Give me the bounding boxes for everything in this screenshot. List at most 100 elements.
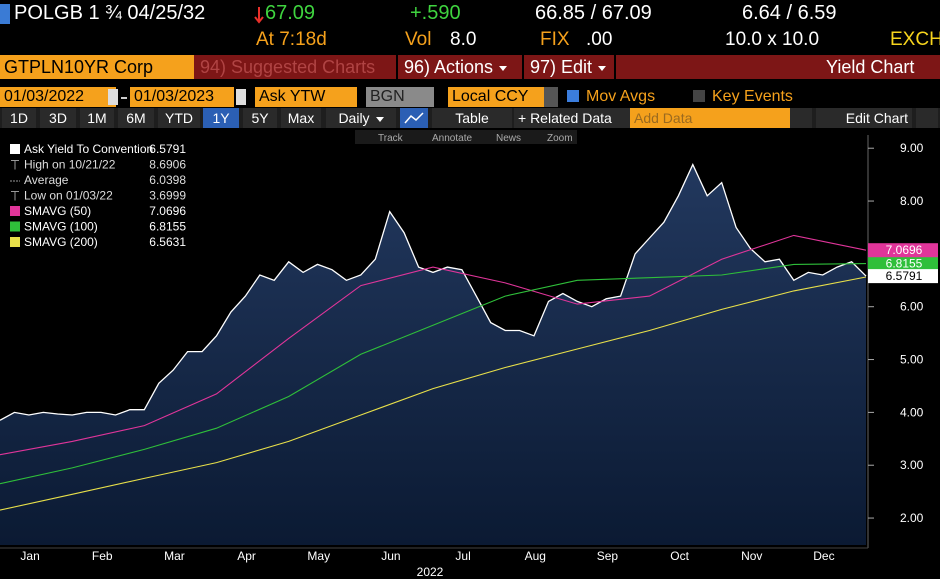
- yield-area: [0, 164, 866, 545]
- chart: Track Annotate News Zoom 2.00 3.00 4.00 5.00 6.0…: [0, 130, 938, 579]
- view-title: Yield Chart: [826, 57, 915, 77]
- period-button[interactable]: 5Y: [243, 108, 277, 128]
- x-tick-label: Nov: [741, 549, 762, 563]
- separator: [522, 55, 524, 79]
- exchange: EXCH: [890, 29, 940, 50]
- add-data[interactable]: Add Data: [630, 108, 790, 128]
- currency[interactable]: Local CCY: [448, 87, 544, 107]
- edit-chart[interactable]: Edit Chart: [816, 108, 912, 128]
- related-data[interactable]: + Related Data: [514, 108, 630, 128]
- size: 10.0 x 10.0: [725, 29, 820, 50]
- legend-label: SMAVG (200): [24, 235, 98, 249]
- x-tick-label: Oct: [670, 549, 689, 563]
- checkbox[interactable]: [693, 90, 705, 102]
- separator: [396, 55, 398, 79]
- last-value-label: 7.0696: [886, 243, 923, 257]
- price: 67.09: [265, 2, 316, 24]
- settings-button[interactable]: [916, 108, 938, 128]
- legend-icon: [11, 160, 19, 170]
- time: At 7:18d: [256, 29, 327, 50]
- series-line: [0, 234, 867, 456]
- period-button[interactable]: 1M: [80, 108, 114, 128]
- last-value-tag: [868, 243, 938, 258]
- yields: 6.64 / 6.59: [742, 2, 837, 24]
- ticker[interactable]: GTPLN10YR Corp: [0, 55, 194, 79]
- legend-label: Low on 01/03/22: [24, 189, 113, 203]
- calendar-icon[interactable]: [236, 89, 246, 105]
- separator: [614, 55, 616, 79]
- last-value-label: 6.8155: [886, 257, 923, 271]
- x-tick-label: Feb: [92, 549, 113, 563]
- last-value-tag: [868, 256, 938, 271]
- legend-value: 6.5631: [149, 235, 186, 249]
- legend-label: Average: [24, 173, 69, 187]
- x-tick-label: Sep: [597, 549, 619, 563]
- vol-label: Vol: [405, 29, 432, 50]
- end-date[interactable]: 01/03/2023: [130, 87, 234, 107]
- key-events[interactable]: Key Events: [712, 88, 793, 105]
- suggested-charts[interactable]: 94) Suggested Charts: [200, 57, 376, 77]
- last-value-tag: [868, 269, 938, 284]
- y-tick-label: 8.00: [900, 194, 924, 208]
- fix: .00: [586, 29, 613, 50]
- legend-label: High on 10/21/22: [24, 158, 116, 172]
- mov-avgs[interactable]: Mov Avgs: [586, 88, 656, 105]
- x-tick-label: Apr: [237, 549, 256, 563]
- legend-swatch: [10, 144, 20, 154]
- field[interactable]: Ask YTW: [255, 87, 357, 107]
- legend-box: [6, 138, 190, 254]
- y-tick-label: 6.00: [900, 300, 924, 314]
- legend-value: 6.8155: [149, 220, 186, 234]
- legend-swatch: [10, 237, 20, 247]
- period-button[interactable]: 1Y: [203, 108, 239, 128]
- start-date[interactable]: 01/03/2022: [0, 87, 116, 107]
- period-button[interactable]: 1D: [2, 108, 36, 128]
- table-button[interactable]: Table: [432, 108, 512, 128]
- legend-value: 8.6906: [149, 158, 186, 172]
- chart-tools-bar: [355, 130, 577, 144]
- period-button[interactable]: YTD: [158, 108, 200, 128]
- x-tick-label: Mar: [164, 549, 185, 563]
- legend-value: 6.5791: [149, 142, 186, 156]
- x-tick-label: Jan: [20, 549, 39, 563]
- legend-value: 6.0398: [149, 173, 186, 187]
- series-line: [0, 163, 867, 421]
- vol: 8.0: [450, 29, 477, 50]
- collapse-button[interactable]: [790, 108, 812, 128]
- series-line: [0, 263, 867, 485]
- x-tick-label: Jul: [455, 549, 470, 563]
- period-button[interactable]: Max: [281, 108, 321, 128]
- legend-swatch: [10, 221, 20, 232]
- checkbox-checked[interactable]: [567, 90, 579, 102]
- dropdown[interactable]: [544, 87, 558, 107]
- period-button[interactable]: 6M: [118, 108, 154, 128]
- legend-swatch: [10, 206, 20, 216]
- actions-menu[interactable]: 96) Actions: [404, 55, 508, 79]
- legend-label: Ask Yield To Convention: [24, 142, 153, 156]
- legend-value: 3.6999: [149, 189, 186, 203]
- line-icon: [404, 112, 424, 124]
- y-tick-label: 5.00: [900, 353, 924, 367]
- y-tick-label: 3.00: [900, 458, 924, 472]
- change: +.590: [410, 2, 461, 24]
- chart-tool: Annotate: [432, 133, 472, 144]
- last-value-label: 6.5791: [886, 269, 923, 283]
- dash: [121, 97, 127, 99]
- x-tick-label: May: [307, 549, 330, 563]
- y-tick-label: 4.00: [900, 405, 924, 419]
- edit-menu[interactable]: 97) Edit: [530, 55, 607, 79]
- series-line: [0, 276, 867, 511]
- actions-label: 96) Actions: [404, 57, 494, 77]
- period-button[interactable]: 3D: [40, 108, 76, 128]
- down-arrow: [254, 7, 264, 24]
- x-tick-label: Jun: [381, 549, 400, 563]
- chart-tool: News: [496, 133, 521, 144]
- calendar-icon[interactable]: [108, 89, 118, 105]
- security: POLGB 1 ¾ 04/25/32: [14, 2, 206, 24]
- frequency[interactable]: Daily: [326, 108, 396, 128]
- source[interactable]: BGN: [366, 87, 434, 107]
- y-tick-label: 9.00: [900, 141, 924, 155]
- bid-ask: 66.85 / 67.09: [535, 2, 652, 24]
- chart-tool: Track: [378, 133, 404, 144]
